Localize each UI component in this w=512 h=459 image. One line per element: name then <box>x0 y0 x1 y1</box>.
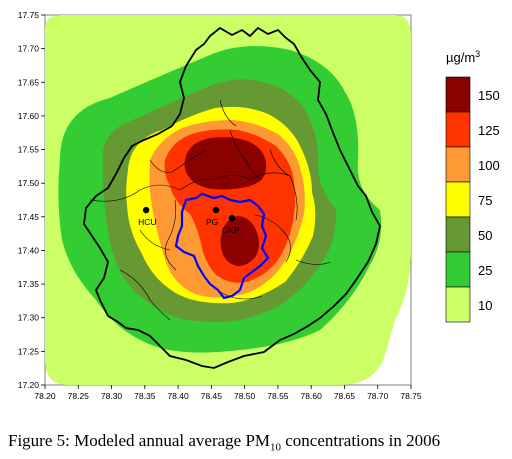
y-tick-label: 17.60 <box>18 111 40 121</box>
y-axis: 17.75 17.70 17.65 17.60 17.55 17.50 17.45 17.40… <box>18 10 45 390</box>
city-boundary <box>174 192 270 300</box>
x-tick-label: 78.40 <box>167 391 189 401</box>
district-line <box>139 229 171 251</box>
y-tick-label: 17.75 <box>18 10 40 20</box>
district-line <box>179 172 291 191</box>
district-line <box>229 129 263 181</box>
legend-swatches <box>445 76 471 323</box>
y-tick-label: 17.70 <box>18 44 40 54</box>
district-line <box>119 269 171 321</box>
legend-level-100: 100 <box>478 158 500 173</box>
site-label-pg: PG <box>206 217 218 227</box>
y-tick-label: 17.65 <box>18 77 40 87</box>
legend-level-10: 10 <box>478 298 492 313</box>
x-tick-label: 78.70 <box>367 391 389 401</box>
district-line <box>269 149 298 221</box>
caption-suffix: concentrations in 2006 <box>281 431 441 450</box>
y-tick-label: 17.50 <box>18 178 40 188</box>
x-tick-label: 78.25 <box>68 391 90 401</box>
legend-swatch-75 <box>445 181 471 218</box>
x-tick-label: 78.35 <box>134 391 156 401</box>
legend-labels: 150 125 100 75 50 25 10 <box>478 88 500 313</box>
legend-swatch-50 <box>445 216 471 253</box>
legend-swatch-125 <box>445 111 471 148</box>
site-label-hcu: HCU <box>138 217 156 227</box>
district-line <box>89 184 181 202</box>
legend-level-75: 75 <box>478 193 492 208</box>
x-tick-label: 78.60 <box>301 391 323 401</box>
y-tick-label: 17.35 <box>18 279 40 289</box>
caption-prefix: Figure 5: Modeled annual average PM <box>8 431 271 450</box>
x-tick-label: 78.50 <box>234 391 256 401</box>
legend-level-50: 50 <box>478 228 492 243</box>
x-axis: 78.20 78.25 78.30 78.35 78.40 78.45 78.50 78.55… <box>34 385 422 401</box>
legend-level-125: 125 <box>478 123 500 138</box>
legend-swatch-10 <box>445 286 471 323</box>
y-tick-label: 17.25 <box>18 346 40 356</box>
district-line <box>219 99 237 127</box>
legend-swatch-150 <box>445 76 471 113</box>
y-tick-label: 17.30 <box>18 313 40 323</box>
district-line <box>149 149 206 173</box>
legend-swatch-100 <box>445 146 471 183</box>
zone-150-center <box>220 216 259 266</box>
y-tick-label: 17.40 <box>18 245 40 255</box>
legend-swatch-25 <box>445 251 471 288</box>
figure-caption: Figure 5: Modeled annual average PM10 co… <box>8 431 508 453</box>
y-tick-label: 17.20 <box>18 380 40 390</box>
x-tick-label: 78.65 <box>334 391 356 401</box>
district-line <box>165 199 177 271</box>
y-tick-label: 17.45 <box>18 212 40 222</box>
legend-unit: µg/m3 <box>446 49 480 65</box>
legend: µg/m3 150 125 100 75 50 25 10 <box>445 49 500 323</box>
legend-level-150: 150 <box>478 88 500 103</box>
legend-level-25: 25 <box>478 263 492 278</box>
x-tick-label: 78.45 <box>201 391 223 401</box>
site-marker-ckp <box>228 214 236 222</box>
x-tick-label: 78.30 <box>101 391 123 401</box>
monitoring-sites: HCU PG CKP <box>138 206 240 235</box>
x-tick-label: 78.20 <box>34 391 56 401</box>
site-marker-hcu <box>142 206 150 214</box>
outer-boundary <box>83 26 381 369</box>
y-tick-label: 17.55 <box>18 145 40 155</box>
caption-subscript: 10 <box>270 441 282 454</box>
x-tick-label: 78.75 <box>400 391 422 401</box>
site-label-ckp: CKP <box>222 225 240 235</box>
site-marker-pg <box>212 206 220 214</box>
x-tick-label: 78.55 <box>267 391 289 401</box>
zone-150-north <box>184 137 267 190</box>
district-line <box>295 259 331 265</box>
